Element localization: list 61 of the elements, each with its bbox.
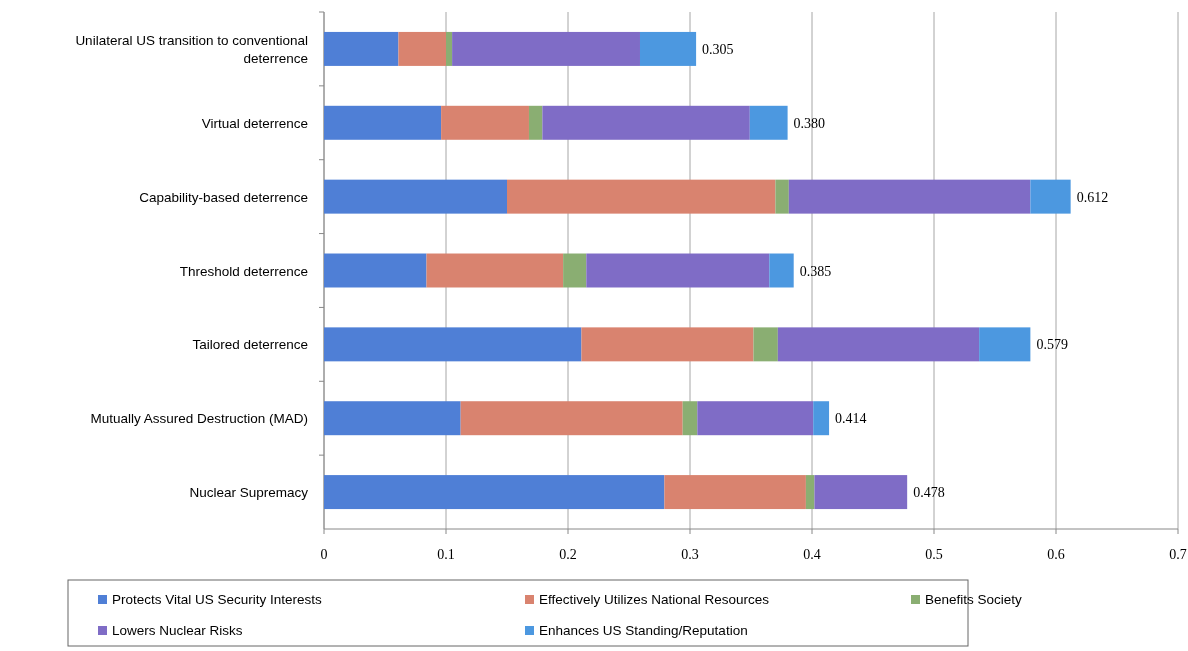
bar	[324, 105, 442, 140]
x-tick-label: 0	[320, 547, 328, 562]
total-label: 0.579	[1036, 337, 1068, 353]
bar	[682, 401, 698, 436]
bar	[460, 401, 683, 436]
bar	[581, 327, 754, 362]
bar	[664, 475, 806, 510]
y-tick-label: Threshold deterrence	[179, 263, 308, 279]
bar	[563, 253, 587, 288]
x-tick-label: 0.7	[1169, 547, 1187, 562]
bar	[769, 253, 794, 288]
y-tick-label: Nuclear Supremacy	[189, 485, 309, 501]
bar	[324, 179, 507, 214]
y-tick-label: Virtual deterrence	[201, 115, 308, 131]
x-tick-label: 0.5	[925, 547, 943, 562]
bar	[788, 179, 1031, 214]
bar	[324, 253, 427, 288]
legend-label: Lowers Nuclear Risks	[112, 623, 243, 638]
total-label: 0.380	[793, 115, 826, 131]
bar	[324, 31, 399, 66]
bar	[507, 179, 776, 214]
y-tick-label: Capability-based deterrence	[139, 189, 308, 205]
bar	[324, 327, 582, 362]
bar	[813, 401, 830, 436]
bar	[753, 327, 778, 362]
bar	[777, 327, 980, 362]
total-label: 0.385	[799, 263, 832, 279]
total-label: 0.478	[913, 485, 945, 501]
y-tick-label: Mutually Assured Destruction (MAD)	[90, 411, 308, 427]
bar	[586, 253, 770, 288]
bar	[441, 105, 529, 140]
bar	[542, 105, 750, 140]
bar	[805, 475, 815, 510]
bar	[324, 475, 665, 510]
bar	[775, 179, 789, 214]
y-tick-label: Tailored deterrence	[192, 337, 308, 353]
legend-label: Enhances US Standing/Reputation	[539, 623, 748, 638]
bar	[814, 475, 908, 510]
bar	[426, 253, 564, 288]
x-tick-label: 0.2	[559, 547, 577, 562]
total-label: 0.612	[1076, 189, 1109, 205]
legend-label: Benefits Society	[925, 592, 1023, 607]
bar	[398, 31, 446, 66]
y-tick-label: Unilateral US transition to conventional deterrence	[75, 32, 308, 66]
bar	[452, 31, 640, 66]
legend-label: Effectively Utilizes National Resources	[539, 592, 770, 607]
bar	[1030, 179, 1071, 214]
bar	[639, 31, 697, 66]
bar	[979, 327, 1031, 362]
x-tick-label: 0.6	[1047, 547, 1065, 562]
x-tick-label: 0.4	[803, 547, 821, 562]
bar	[528, 105, 543, 140]
x-tick-label: 0.1	[437, 547, 455, 562]
legend-label: Protects Vital US Security Interests	[112, 592, 323, 607]
total-label: 0.414	[835, 411, 867, 427]
bar	[697, 401, 814, 436]
x-tick-label: 0.3	[681, 547, 699, 562]
bar	[324, 401, 461, 436]
bar	[749, 105, 788, 140]
total-label: 0.305	[702, 41, 734, 57]
bar	[446, 31, 453, 66]
